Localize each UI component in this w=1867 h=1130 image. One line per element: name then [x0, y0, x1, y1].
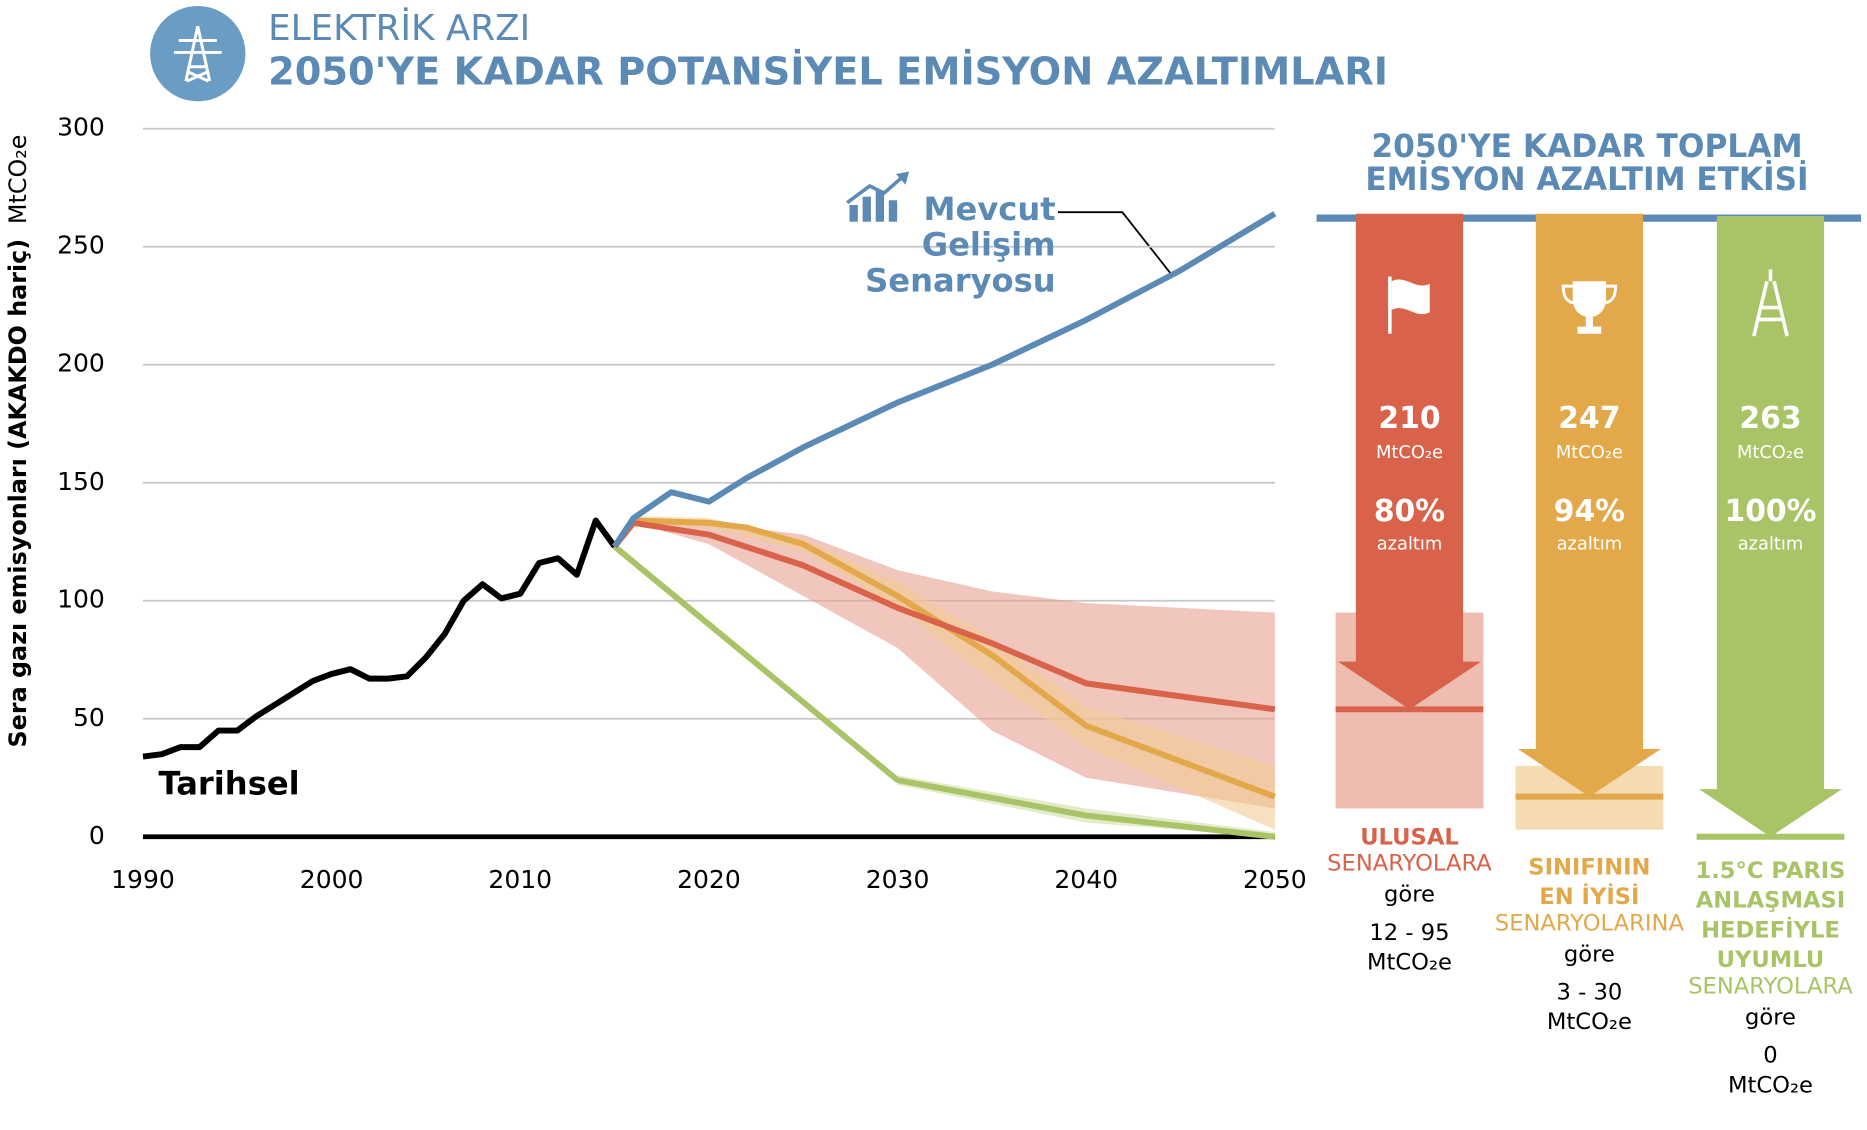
reduction-unit: MtCO₂e: [1376, 442, 1443, 463]
header: ELEKTRİK ARZI: [268, 7, 530, 49]
x-tick-label: 1990: [111, 865, 175, 894]
x-tick-label: 2040: [1054, 865, 1118, 894]
scenario-label: ULUSAL: [1360, 824, 1459, 850]
scenario-label: SENARYOLARINA: [1495, 910, 1685, 936]
y-axis-unit: MtCO₂e: [4, 135, 32, 225]
y-tick-label: 300: [57, 113, 105, 142]
series-line: [612, 517, 1276, 800]
flag-icon: [1388, 276, 1430, 334]
series-label: Senaryosu: [865, 261, 1055, 299]
scenario-suffix: göre: [1745, 1004, 1796, 1030]
panel-title: EMİSYON AZALTIM ETKİSİ: [1365, 160, 1808, 198]
panel: 210MtCO₂e80%azaltımULUSALSENARYOLARAgöre…: [1327, 213, 1853, 1098]
header-icon: [150, 5, 246, 102]
y-tick-label: 100: [57, 585, 105, 614]
y-tick-label: 200: [57, 349, 105, 378]
scenario-label: SENARYOLARA: [1327, 851, 1492, 877]
series-line: [142, 517, 617, 760]
y-axis-label: Sera gazı emisyonları (AKAKDO hariç): [4, 239, 32, 748]
band: [897, 775, 1275, 837]
series-label: Gelişim: [922, 226, 1056, 264]
label-leader: [1058, 211, 1172, 275]
scenario-label: EN İYİSİ: [1539, 882, 1639, 910]
series-line: [612, 544, 1276, 840]
range-unit: MtCO₂e: [1728, 1072, 1813, 1098]
series-line: [612, 519, 1276, 713]
percent-text: azaltım: [1377, 534, 1443, 555]
x-tick-label: 2030: [866, 865, 930, 894]
x-tick-label: 2020: [677, 865, 741, 894]
y-tick-label: 50: [73, 703, 105, 732]
percent-text: azaltım: [1557, 534, 1623, 555]
scenario-label: UYUMLU: [1717, 947, 1825, 973]
chart-title: 2050'YE KADAR POTANSİYEL EMİSYON AZALTIM…: [268, 49, 1388, 93]
reduction-percent: 80%: [1374, 494, 1445, 529]
tower-icon: [1752, 269, 1789, 337]
scenario-label: SENARYOLARA: [1688, 973, 1853, 999]
percent-text: azaltım: [1738, 534, 1804, 555]
reduction-value: 210: [1378, 401, 1440, 436]
range-label: 12 - 95: [1369, 920, 1449, 946]
panel-title: 2050'YE KADAR TOPLAM: [1371, 127, 1802, 165]
grid: 0 50 100 150 200 250 300: [57, 113, 1275, 850]
series-line: [612, 211, 1277, 549]
y-tick-label: 150: [57, 467, 105, 496]
trophy-icon: [1561, 281, 1618, 334]
series-label: Tarihsel: [158, 765, 299, 803]
trend-icon: [846, 171, 910, 222]
reduction-unit: MtCO₂e: [1556, 442, 1623, 463]
y-axis-title: Sera gazı emisyonları (AKAKDO hariç) MtC…: [4, 135, 32, 748]
reduction-arrow: [1517, 213, 1661, 797]
range-unit: MtCO₂e: [1547, 1009, 1632, 1035]
reduction-arrow: [1699, 216, 1842, 837]
range-label: 0: [1763, 1043, 1777, 1069]
scenario-label: SINIFININ: [1528, 854, 1650, 880]
x-tick-label: 2050: [1243, 865, 1307, 894]
reduction-percent: 100%: [1724, 494, 1816, 529]
reduction-arrow: [1337, 213, 1481, 710]
x-tick-label: 2010: [488, 865, 552, 894]
y-tick-label: 0: [89, 821, 105, 850]
scenario-label: HEDEFİYLE: [1701, 915, 1840, 943]
series-label: Mevcut: [924, 190, 1056, 228]
range-label: 3 - 30: [1557, 979, 1623, 1005]
scenario-suffix: göre: [1384, 882, 1435, 908]
scenario-suffix: göre: [1564, 941, 1615, 967]
reduction-value: 247: [1558, 401, 1620, 436]
range-unit: MtCO₂e: [1367, 950, 1452, 976]
reduction-unit: MtCO₂e: [1737, 442, 1804, 463]
reduction-value: 263: [1739, 401, 1801, 436]
y-tick-label: 250: [57, 231, 105, 260]
reduction-percent: 94%: [1554, 494, 1625, 529]
scenario-label: 1.5°C PARIS: [1695, 858, 1845, 884]
x-tick-label: 2000: [300, 865, 364, 894]
scenario-label: ANLAŞMASI: [1696, 888, 1845, 914]
band: [633, 515, 1275, 830]
